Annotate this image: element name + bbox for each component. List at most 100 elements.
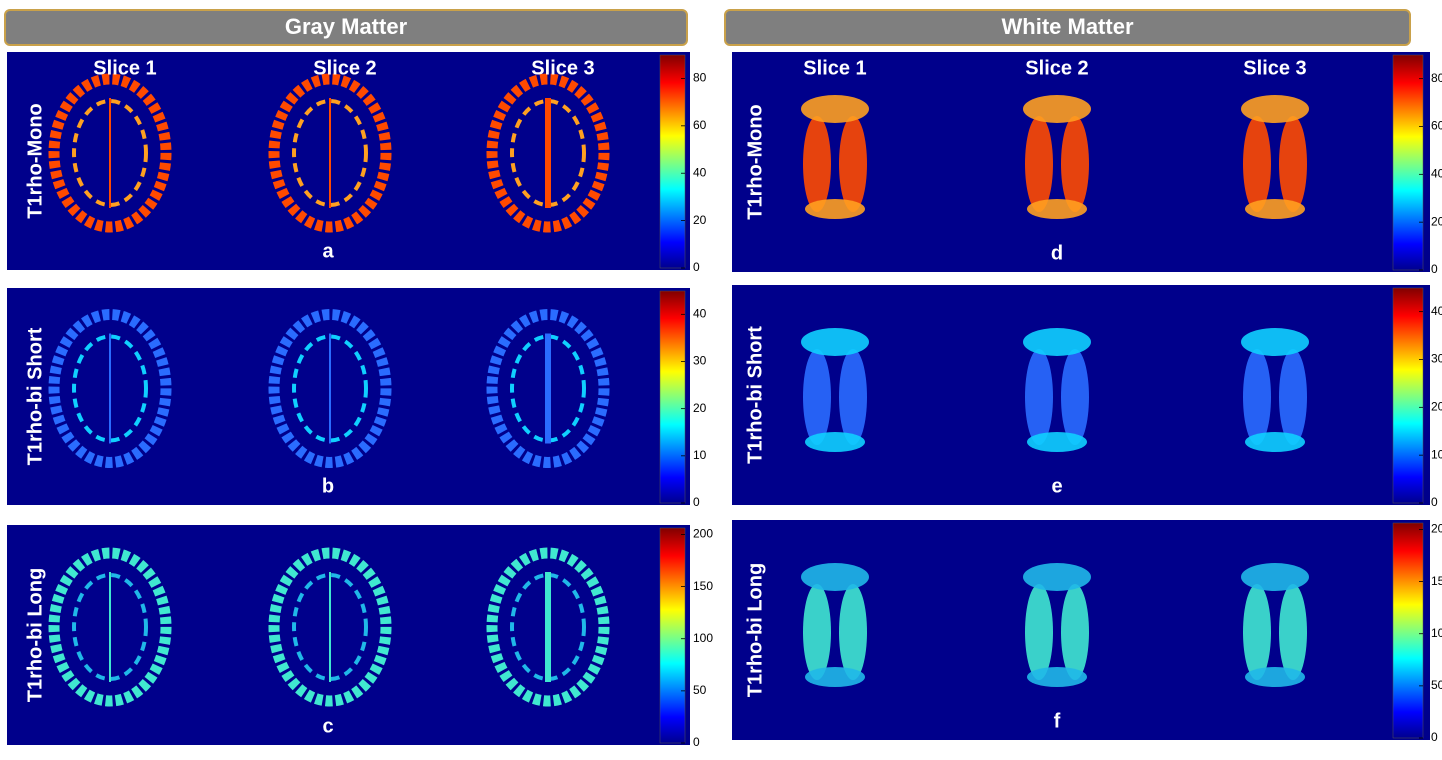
brain-map <box>1027 199 1087 219</box>
brain-map <box>1023 95 1091 123</box>
colorbar-tick-label: 10 <box>693 448 707 462</box>
group-header: Gray Matter <box>285 14 408 39</box>
colorbar-tick-label: 150 <box>1431 574 1442 588</box>
slice-label: Slice 2 <box>1025 57 1088 79</box>
colorbar <box>659 290 686 504</box>
brain-map <box>1023 563 1091 591</box>
brain-map <box>1027 667 1087 687</box>
group-header-bar <box>724 9 1411 46</box>
brain-map <box>803 584 831 680</box>
colorbar <box>1392 522 1424 739</box>
brain-map <box>805 199 865 219</box>
brain-map <box>72 99 148 207</box>
colorbar-tick-label: 50 <box>693 683 707 697</box>
colorbar-tick-label: 80 <box>693 71 707 85</box>
row-label: T1rho-Mono <box>744 104 766 220</box>
panel <box>7 288 690 505</box>
slice-label: Slice 2 <box>313 57 376 79</box>
brain-map <box>1241 328 1309 356</box>
brain-map <box>72 334 148 443</box>
colorbar-tick-label: 10 <box>1431 447 1442 461</box>
brain-map <box>1025 584 1053 680</box>
slice-label: Slice 1 <box>93 57 156 79</box>
colorbar-tick-label: 0 <box>1431 262 1438 276</box>
panel-letter: e <box>1051 475 1062 497</box>
colorbar-tick-label: 0 <box>1431 495 1438 509</box>
brain-map <box>1279 584 1307 680</box>
brain-map <box>48 73 172 233</box>
brain-map <box>292 99 368 207</box>
brain-map <box>839 349 867 445</box>
colorbar-tick-label: 40 <box>693 165 707 179</box>
colorbar-tick-label: 50 <box>1431 678 1442 692</box>
colorbar-tick-label: 100 <box>1431 626 1442 640</box>
brain-map <box>72 573 148 681</box>
brain-map <box>1243 349 1271 445</box>
brain-map <box>803 116 831 212</box>
brain-map <box>1245 667 1305 687</box>
brain-map <box>1025 349 1053 445</box>
colorbar-tick-label: 40 <box>1431 166 1442 180</box>
brain-map <box>268 547 392 707</box>
brain-map <box>1279 349 1307 445</box>
brain-map <box>486 309 610 468</box>
panel-letter: c <box>322 715 333 737</box>
brain-map <box>1243 116 1271 212</box>
colorbar-tick-label: 20 <box>1431 214 1442 228</box>
colorbar <box>1392 54 1424 271</box>
colorbar-tick-label: 150 <box>693 579 713 593</box>
brain-map <box>1027 432 1087 452</box>
brain-map <box>292 334 368 443</box>
panel-letter: f <box>1054 710 1061 732</box>
brain-map <box>1279 116 1307 212</box>
brain-map <box>801 328 869 356</box>
brain-map <box>1023 328 1091 356</box>
panel <box>7 52 690 270</box>
colorbar-tick-label: 60 <box>693 118 707 132</box>
brain-map <box>292 573 368 681</box>
colorbar-tick-label: 0 <box>693 260 700 274</box>
colorbar-tick-label: 20 <box>1431 399 1442 413</box>
brain-map <box>801 95 869 123</box>
brain-map <box>839 116 867 212</box>
brain-map <box>1245 432 1305 452</box>
colorbar <box>1392 287 1424 504</box>
brain-map <box>1241 95 1309 123</box>
colorbar <box>659 527 686 744</box>
brain-map <box>1241 563 1309 591</box>
brain-map <box>839 584 867 680</box>
brain-map <box>48 309 172 468</box>
brain-map <box>1061 116 1089 212</box>
colorbar-tick-label: 30 <box>1431 352 1442 366</box>
slice-label: Slice 1 <box>803 57 866 79</box>
colorbar-tick-label: 60 <box>1431 119 1442 133</box>
brain-map <box>510 573 586 681</box>
brain-map <box>486 547 610 707</box>
brain-map <box>510 334 586 443</box>
brain-map <box>805 667 865 687</box>
brain-map <box>1061 584 1089 680</box>
panel-letter: d <box>1051 242 1063 264</box>
row-label: T1rho-bi Short <box>744 326 766 464</box>
brain-map <box>268 309 392 468</box>
colorbar-tick-label: 200 <box>693 527 713 541</box>
row-label: T1rho-bi Short <box>24 327 46 465</box>
colorbar-tick-label: 100 <box>693 631 713 645</box>
colorbar <box>659 54 686 269</box>
brain-map <box>805 432 865 452</box>
row-label: T1rho-bi Long <box>24 568 46 702</box>
group-header-bar <box>4 9 688 46</box>
colorbar-tick-label: 20 <box>693 401 707 415</box>
colorbar-tick-label: 0 <box>1431 730 1438 744</box>
panel-letter: b <box>322 475 334 497</box>
row-label: T1rho-bi Long <box>744 563 766 697</box>
slice-label: Slice 3 <box>531 57 594 79</box>
brain-map <box>268 73 392 233</box>
brain-map <box>510 99 586 207</box>
colorbar-tick-label: 0 <box>693 735 700 749</box>
brain-map <box>1243 584 1271 680</box>
colorbar-tick-label: 0 <box>693 495 700 509</box>
brain-map <box>1025 116 1053 212</box>
panel-letter: a <box>322 240 334 262</box>
brain-map <box>1245 199 1305 219</box>
